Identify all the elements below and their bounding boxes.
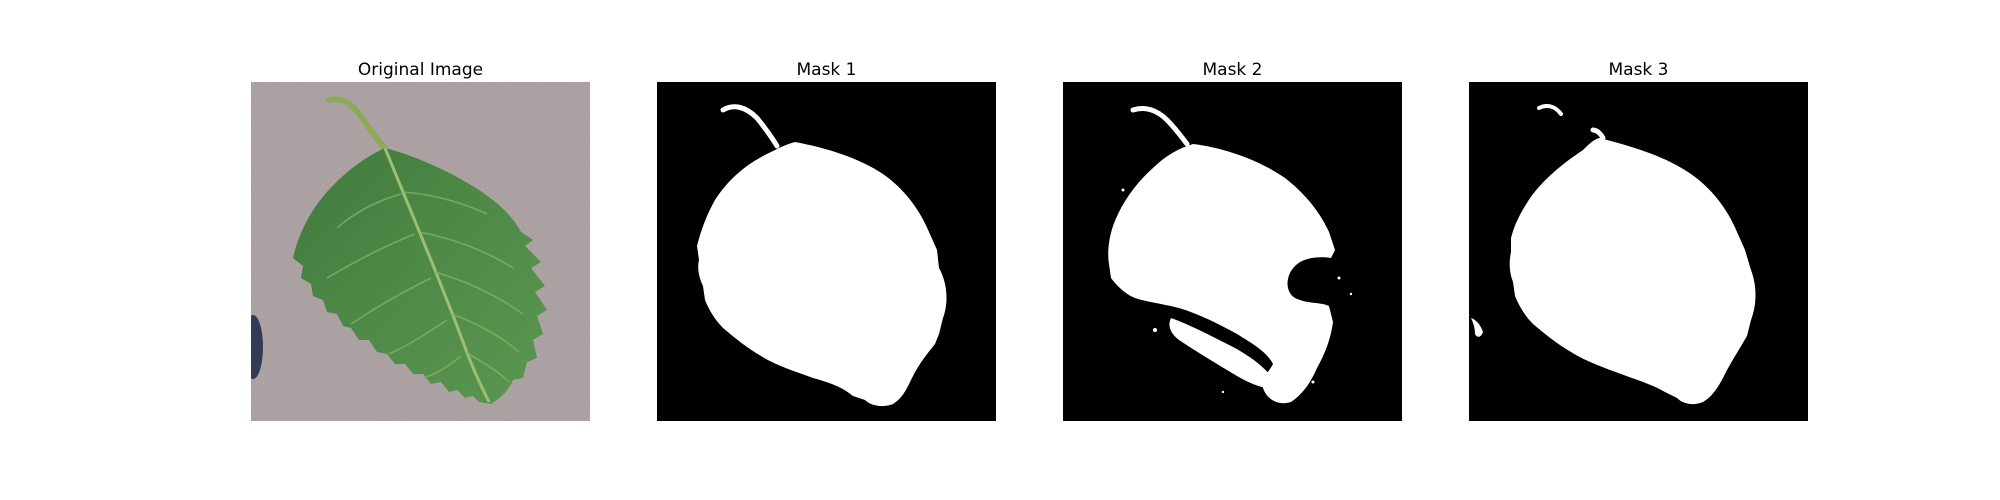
mask-3-image <box>1469 82 1808 421</box>
original-image <box>251 82 590 421</box>
mask-foreground <box>1108 144 1335 404</box>
panel-original-image: Original Image <box>251 58 590 421</box>
mask-2-image <box>1063 82 1402 421</box>
mask-edge-fragment <box>1471 318 1483 337</box>
panel-title: Mask 2 <box>1202 60 1263 80</box>
leaf-midrib <box>383 147 491 403</box>
panel-title: Original Image <box>357 60 484 80</box>
mask-stem <box>1130 105 1190 147</box>
mask-stem <box>1537 104 1563 116</box>
mask-speckles <box>1121 188 1353 394</box>
leaf-photo <box>251 82 590 421</box>
mask-1-image <box>657 82 996 421</box>
mask-stem <box>720 104 780 149</box>
mask-foreground <box>1509 138 1756 405</box>
mask-stem-fragment <box>1590 127 1606 141</box>
shadow-blob <box>251 315 263 379</box>
leaf-stem <box>326 96 388 151</box>
mask-foreground <box>697 142 947 407</box>
panel-mask-3: Mask 3 <box>1469 58 1808 421</box>
mask-image <box>1469 82 1808 421</box>
panel-mask-1: Mask 1 <box>657 58 996 421</box>
panel-mask-2: Mask 2 <box>1063 58 1402 421</box>
leaf-veins <box>326 191 524 383</box>
panel-title: Mask 1 <box>796 60 857 80</box>
mask-lower-fragment <box>1169 318 1277 389</box>
mask-image <box>657 82 996 421</box>
panel-title: Mask 3 <box>1608 60 1669 80</box>
mask-image <box>1063 82 1402 421</box>
